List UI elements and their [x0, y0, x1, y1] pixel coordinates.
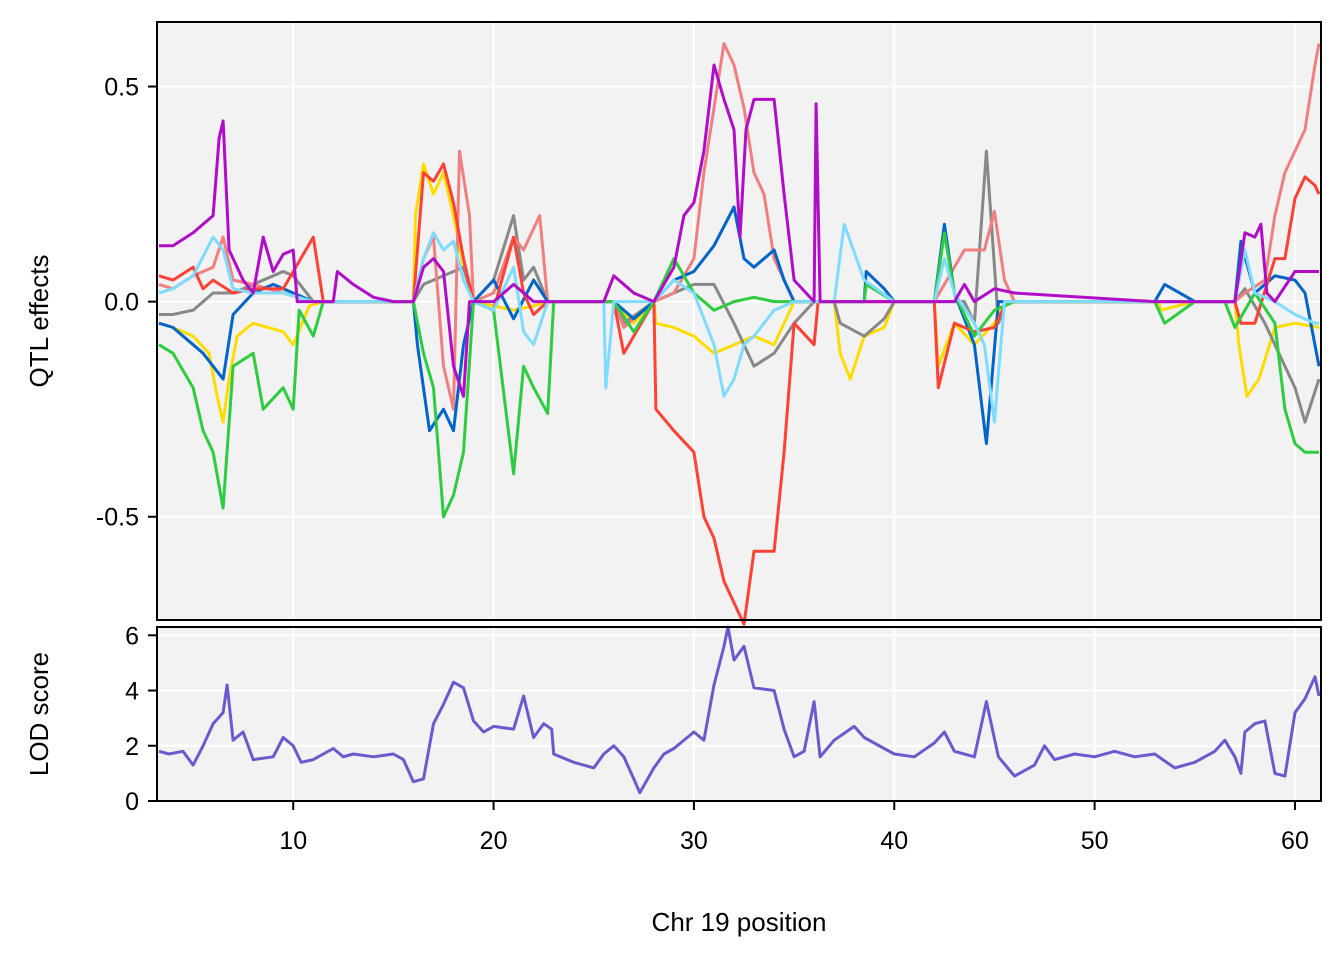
effects-y-tick-label: 0.0 — [104, 289, 139, 317]
effects-panel-border — [156, 21, 1322, 621]
effects-lines — [158, 42, 1321, 626]
lod-panel-border — [156, 626, 1322, 802]
lod-y-tick-label: 0 — [125, 788, 139, 816]
effects-y-tick-label: 0.5 — [104, 74, 139, 102]
lod-y-tick-label: 2 — [125, 733, 139, 761]
lod-x-tick-label: 60 — [1281, 827, 1309, 855]
effects-y-axis-label: QTL effects — [24, 255, 54, 388]
lod-x-tick-label: 20 — [480, 827, 508, 855]
lod-y-axis-label: LOD score — [24, 652, 54, 776]
lod-y-tick-label: 6 — [125, 622, 139, 650]
effects-series-line-7 — [159, 63, 1319, 398]
lod-lines — [158, 625, 1321, 795]
effects-series-line-5 — [158, 231, 1319, 519]
effects-ticks: 0.5 0.0 -0.5 — [96, 74, 157, 532]
x-axis-label: Chr 19 position — [652, 907, 827, 937]
lod-x-tick-label: 40 — [880, 827, 908, 855]
lod-series-line-0 — [158, 625, 1321, 795]
lod-x-tick-label: 30 — [680, 827, 708, 855]
effects-y-tick-label: -0.5 — [96, 504, 139, 532]
lod-ticks: 10 20 30 40 50 60 0 2 4 6 — [125, 622, 1309, 855]
lod-panel-background — [157, 627, 1321, 801]
lod-x-tick-label: 50 — [1081, 827, 1109, 855]
lod-y-tick-label: 4 — [125, 678, 139, 706]
lod-x-tick-label: 10 — [279, 827, 307, 855]
effects-panel-background — [157, 22, 1321, 620]
